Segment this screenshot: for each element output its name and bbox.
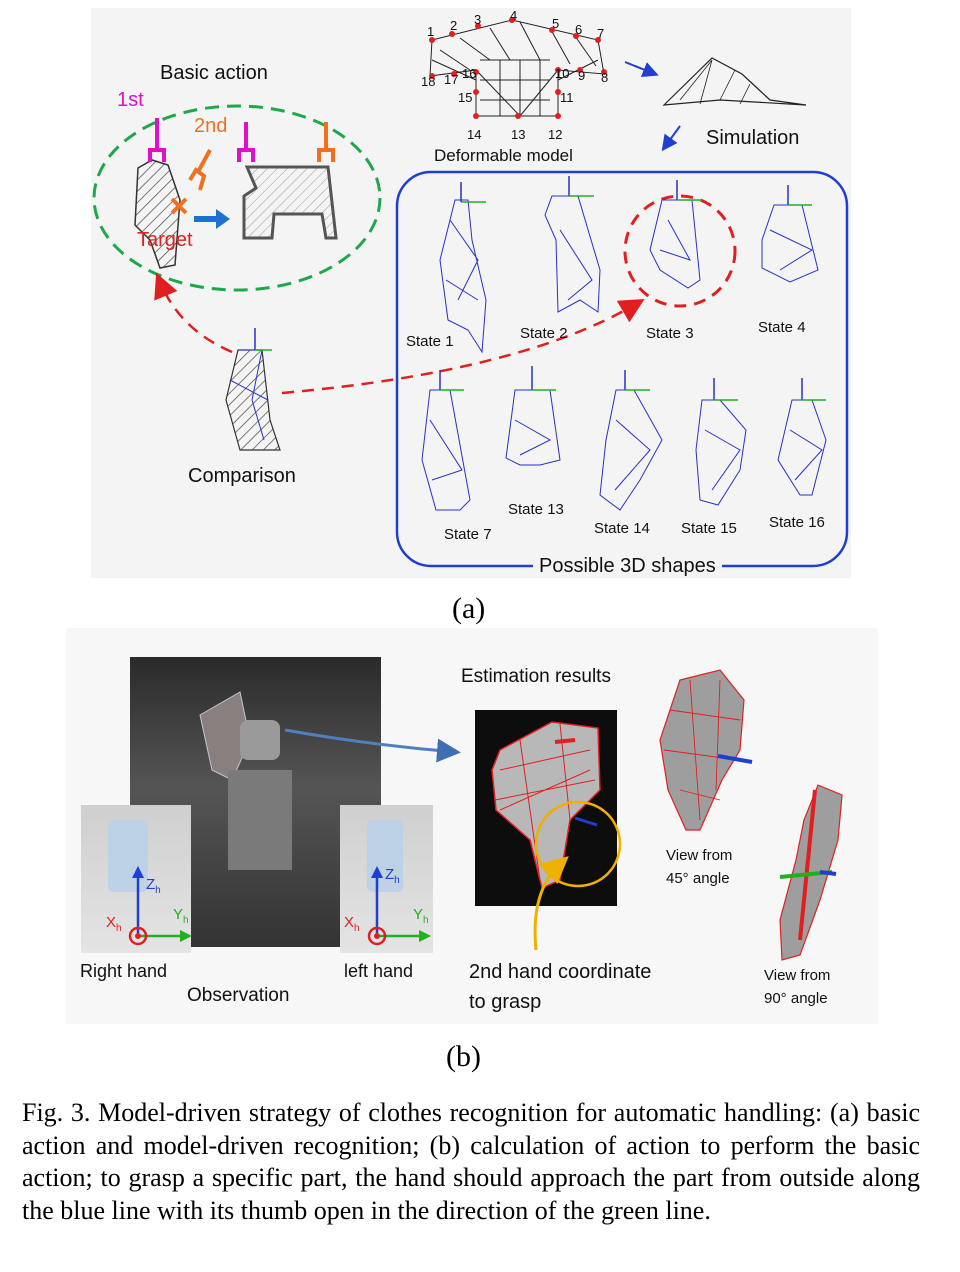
model-point-label: 1: [427, 24, 435, 39]
model-point-label: 4: [510, 8, 518, 23]
axis-y-label: Yh: [413, 906, 429, 926]
view-45-label-line2: 45° angle: [666, 870, 730, 887]
right-hand-axes: [128, 866, 192, 946]
state-label: State 4: [758, 319, 806, 336]
target-label: Target: [137, 229, 193, 251]
first-label: 1st: [117, 89, 144, 111]
model-point-label: 5: [552, 16, 560, 31]
sub-caption-b: (b): [446, 1040, 481, 1073]
axis-z-label: Zh: [146, 876, 161, 896]
panel-b-graphics: [108, 669, 843, 961]
target-cross-mark: [170, 197, 188, 215]
basic-action-label: Basic action: [160, 62, 268, 84]
grasp-label-line1: 2nd hand coordinate: [469, 961, 652, 983]
matched-state-circle: [623, 194, 737, 308]
grasp-highlight-circle: [534, 800, 622, 888]
observation-label: Observation: [187, 985, 290, 1006]
basic-action-arrow: [194, 209, 230, 229]
state-label: State 3: [646, 325, 694, 342]
left-hand-axes: [367, 866, 431, 946]
state-label: State 16: [769, 514, 825, 531]
comparison-arrow-left: [154, 272, 233, 354]
first-gripper: [148, 118, 166, 162]
simulation-label: Simulation: [706, 127, 800, 149]
model-point-label: 15: [458, 90, 473, 105]
axis-y-label: Yh: [173, 906, 189, 926]
model-point-label: 12: [548, 127, 563, 142]
model-point-label: 7: [597, 26, 605, 41]
deformable-model-label: Deformable model: [434, 146, 573, 165]
model-point-label: 13: [511, 127, 526, 142]
possible-shapes-label: Possible 3D shapes: [533, 555, 722, 578]
state-label: State 15: [681, 520, 737, 537]
view-45-label-line1: View from: [666, 847, 733, 864]
target-cloth-shape: [134, 159, 181, 269]
figure-caption: Fig. 3. Model-driven strategy of clothes…: [22, 1098, 920, 1225]
model-point-label: 16: [462, 66, 477, 81]
view-90-label-line1: View from: [764, 967, 831, 984]
model-point-label: 9: [578, 68, 586, 83]
state-label: State 2: [520, 325, 568, 342]
model-point-label: 18: [421, 74, 436, 89]
axis-z-label: Zh: [385, 866, 400, 886]
grasp-arrow: [533, 856, 569, 951]
second-gripper: [188, 149, 212, 191]
simulation-mesh: [662, 57, 807, 106]
state-label: State 1: [406, 333, 454, 350]
model-point-label: 14: [467, 127, 482, 142]
unfolded-cloth-shape: [242, 165, 338, 240]
comparison-arrow-right: [281, 298, 645, 395]
estimation-results-label: Estimation results: [461, 666, 611, 687]
sub-caption-a: (a): [452, 592, 486, 625]
comparison-shape: [225, 349, 281, 451]
model-point-label: 8: [601, 70, 609, 85]
state-label: State 14: [594, 520, 650, 537]
observation-to-estimation-arrow: [284, 728, 461, 763]
comparison-label: Comparison: [188, 465, 296, 487]
model-point-label: 2: [450, 18, 458, 33]
model-point-label: 17: [444, 72, 459, 87]
model-point-label: 3: [474, 12, 482, 27]
estimated-mesh: [491, 721, 601, 890]
model-points: [429, 17, 607, 119]
view-45-mesh: [659, 669, 745, 831]
panel-a-graphics: [92, 17, 849, 568]
right-hand-label: Right hand: [80, 961, 168, 981]
grasp-label-line2: to grasp: [469, 991, 542, 1013]
model-point-label: 10: [555, 66, 570, 81]
state-meshes: [421, 195, 827, 511]
left-hand-label: left hand: [344, 961, 414, 981]
state-axes: [254, 176, 826, 401]
axis-x-label: Xh: [344, 914, 360, 934]
model-point-label: 11: [560, 90, 574, 105]
axis-x-label: Xh: [106, 914, 122, 934]
second-label: 2nd: [194, 115, 228, 137]
model-point-label: 6: [575, 22, 583, 37]
state-label: State 7: [444, 526, 492, 543]
basic-action-ellipse: [92, 104, 382, 292]
view-90-label-line2: 90° angle: [764, 990, 828, 1007]
figure-panel-a: [91, 8, 851, 578]
state-label: State 13: [508, 501, 564, 518]
